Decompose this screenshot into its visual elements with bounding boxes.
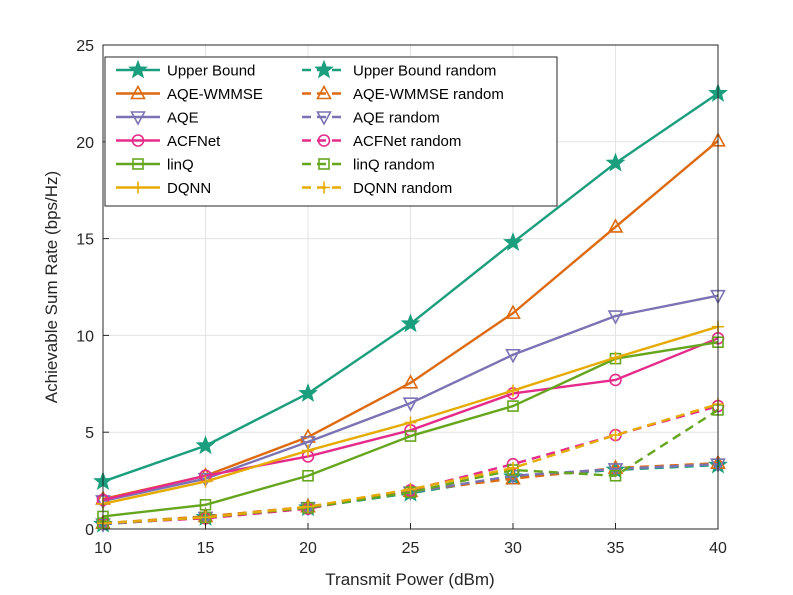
ticks: 10 15 20 25 30 35 40 0 5 10 15 20 25 (76, 38, 727, 557)
legend-entry-acfnet-random: ACFNet random (302, 133, 461, 150)
data-point-upper-bound (298, 383, 318, 402)
x-tick-label: 25 (402, 540, 420, 557)
legend-marker-aqe-wmmse (130, 84, 146, 100)
legend-box (104, 56, 558, 207)
legend-entry-aqe-wmmse: AQE-WMMSE (116, 84, 263, 103)
legend-entry-dqnn: DQNN (116, 180, 211, 197)
legend-entry-aqe-wmmse-random: AQE-WMMSE random (302, 84, 504, 103)
legend-entry-upper-bound: Upper Bound (116, 59, 255, 80)
legend-label-linq: linQ (167, 157, 194, 174)
data-point-dqnn-random (404, 483, 417, 496)
legend-label-aqe-random: AQE random (353, 110, 440, 127)
data-point-aqe-wmmse (607, 218, 624, 233)
legend-marker-aqe (130, 111, 146, 126)
y-tick-label: 15 (76, 232, 94, 249)
data-point-dqnn (507, 384, 519, 397)
legend-entry-aqe: AQE (116, 110, 199, 127)
y-axis-label: Achievable Sum Rate (bps/Hz) (42, 171, 61, 403)
legend-entry-acfnet: ACFNet (116, 133, 221, 150)
legend-marker-aqe-wmmse-random (316, 84, 332, 100)
legend-marker-dqnn (132, 181, 144, 194)
x-tick-label: 10 (94, 540, 112, 557)
data-point-aqe (607, 310, 624, 325)
data-point-dqnn-random (302, 500, 314, 513)
legend-label-dqnn: DQNN (167, 180, 211, 197)
data-point-dqnn (609, 351, 622, 364)
data-point-dqnn (404, 416, 417, 429)
legend-label-acfnet: ACFNet (167, 133, 221, 150)
data-point-linq (302, 469, 314, 482)
legend-entry-linq-random: linQ random (302, 157, 435, 174)
legend-marker-acfnet-random (317, 134, 331, 147)
data-point-aqe (505, 348, 521, 364)
y-tick-label: 5 (85, 425, 94, 442)
legend-marker-upper-bound (128, 59, 148, 79)
x-tick-label: 35 (607, 540, 625, 557)
legend-entry-aqe-random: AQE random (302, 110, 440, 127)
legend-label-aqe: AQE (167, 110, 199, 127)
y-tick-label: 20 (76, 135, 94, 152)
data-point-dqnn-random (609, 429, 622, 442)
data-point-upper-bound (400, 313, 421, 333)
data-point-aqe-wmmse (505, 304, 521, 319)
y-tick-label: 0 (85, 522, 94, 539)
legend-entry-linq: linQ (116, 157, 194, 174)
data-point-linq-random (609, 469, 622, 482)
data-point-linq (199, 498, 212, 511)
legend-label-acfnet-random: ACFNet random (353, 133, 461, 150)
x-tick-label: 15 (197, 540, 215, 557)
y-tick-label: 10 (76, 328, 94, 345)
series-line-linq-random (102, 408, 719, 525)
legend-label-upper-bound-random: Upper Bound random (353, 63, 496, 80)
legend-entry-upper-bound-random: Upper Bound random (302, 59, 496, 80)
legend-marker-acfnet (131, 134, 145, 147)
series-line-aqe-random (102, 462, 719, 526)
x-tick-label: 40 (709, 540, 727, 557)
data-point-dqnn-random (507, 462, 519, 475)
legend-marker-dqnn-random (318, 181, 330, 194)
legend-label-upper-bound: Upper Bound (167, 63, 255, 80)
x-tick-label: 30 (504, 540, 522, 557)
data-point-aqe-wmmse-random (607, 459, 624, 474)
data-point-linq (507, 400, 519, 412)
legend-label-aqe-wmmse-random: AQE-WMMSE random (353, 86, 504, 103)
data-point-aqe (300, 436, 316, 451)
data-point-upper-bound (503, 232, 523, 251)
legend-marker-linq (132, 158, 144, 170)
data-point-upper-bound (605, 152, 626, 172)
legend: Upper Bound AQE-WMMSE AQE ACFNet linQ DQNN Upp… (104, 56, 558, 207)
x-tick-label: 20 (299, 540, 317, 557)
legend-marker-aqe-random (316, 111, 332, 126)
x-axis-label: Transmit Power (dBm) (325, 570, 494, 589)
legend-entry-dqnn-random: DQNN random (302, 180, 452, 197)
data-point-linq (404, 430, 417, 442)
legend-label-aqe-wmmse: AQE-WMMSE (167, 86, 263, 103)
data-point-upper-bound (195, 435, 216, 455)
series-upper-bound (93, 82, 728, 490)
data-point-dqnn (199, 475, 212, 488)
legend-label-linq-random: linQ random (353, 157, 435, 174)
data-point-dqnn (302, 444, 314, 457)
legend-marker-upper-bound-random (314, 59, 334, 79)
data-point-aqe-wmmse (402, 374, 419, 389)
y-tick-label: 25 (76, 38, 94, 55)
data-point-aqe (402, 397, 419, 412)
legend-label-dqnn-random: DQNN random (353, 180, 452, 197)
legend-marker-linq-random (318, 158, 330, 170)
data-point-acfnet (609, 373, 622, 387)
data-point-dqnn-random (199, 511, 212, 524)
